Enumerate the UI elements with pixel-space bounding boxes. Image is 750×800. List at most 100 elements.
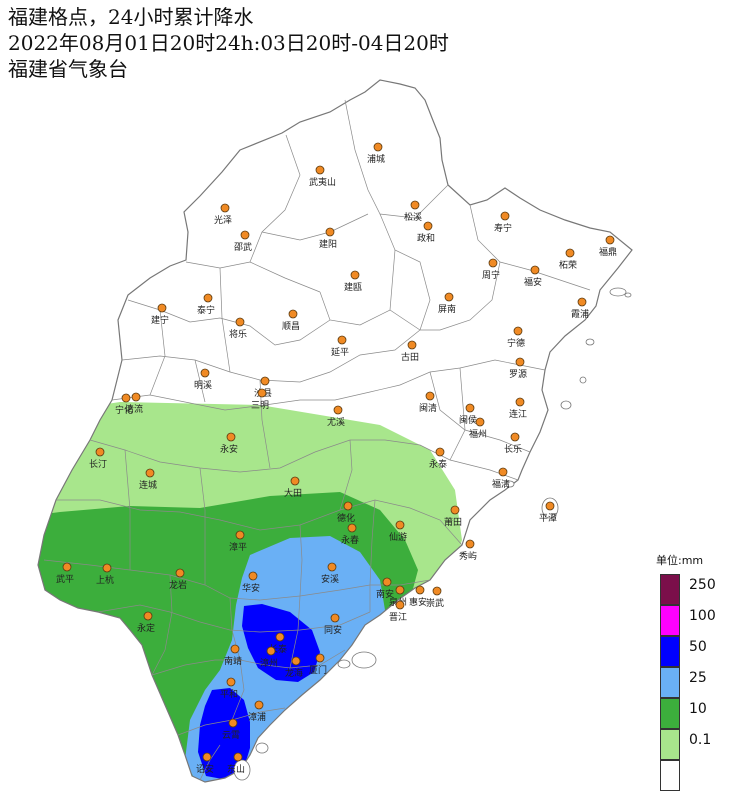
city-dot <box>220 203 230 213</box>
city-marker: 明溪 <box>194 368 212 391</box>
city-marker: 周宁 <box>482 258 500 281</box>
city-marker: 仙游 <box>389 520 407 543</box>
city-dot <box>143 611 153 621</box>
city-dot <box>288 309 298 319</box>
city-marker: 长乐 <box>504 432 522 455</box>
city-dot <box>226 677 236 687</box>
city-label: 大田 <box>284 487 302 499</box>
city-dot <box>121 393 131 403</box>
city-marker: 罗源 <box>509 357 527 380</box>
city-dot <box>395 520 405 530</box>
city-label: 柘荣 <box>559 259 577 271</box>
city-marker: 武夷山 <box>309 165 336 188</box>
city-label: 尤溪 <box>327 416 345 428</box>
city-dot <box>432 586 442 596</box>
city-label: 将乐 <box>229 328 247 340</box>
city-marker: 光泽 <box>214 203 232 226</box>
city-dot <box>200 368 210 378</box>
city-dot <box>530 265 540 275</box>
city-label: 清流 <box>125 403 143 415</box>
city-label: 平潭 <box>539 513 557 524</box>
city-label: 永定 <box>137 622 155 634</box>
city-dot <box>291 656 301 666</box>
city-label: 福鼎 <box>599 246 617 258</box>
city-dot <box>465 403 475 413</box>
legend: 单位:mm 250 100 50 25 10 0.1 <box>656 552 746 791</box>
city-dot <box>423 221 433 231</box>
city-dot <box>330 613 340 623</box>
legend-swatch <box>660 574 680 605</box>
city-marker: 崇武 <box>426 586 444 609</box>
city-label: 南安 <box>376 588 394 600</box>
city-label: 平和 <box>220 689 238 700</box>
city-marker: 建阳 <box>319 227 337 250</box>
city-label: 永春 <box>341 534 359 546</box>
city-label: 福清 <box>492 478 510 490</box>
city-dot <box>382 577 392 587</box>
city-label: 龙海 <box>285 667 303 679</box>
city-label: 光泽 <box>214 214 232 226</box>
city-marker: 福鼎 <box>599 235 617 258</box>
city-dot <box>327 562 337 572</box>
city-label: 同安 <box>324 624 342 636</box>
city-dot <box>203 293 213 303</box>
city-marker: 漳浦 <box>248 700 266 723</box>
city-marker: 三明 <box>251 388 269 411</box>
city-marker: 平潭 <box>539 501 557 524</box>
city-marker: 武平 <box>56 562 74 585</box>
city-marker: 安溪 <box>321 562 339 585</box>
legend-label: 0.1 <box>689 732 712 748</box>
city-label: 泰宁 <box>197 304 215 316</box>
city-dot <box>465 539 475 549</box>
city-marker: 宁德 <box>507 326 525 349</box>
city-marker: 南安 <box>376 577 394 600</box>
city-label: 顺昌 <box>282 321 300 332</box>
city-marker: 永泰 <box>429 447 447 470</box>
city-marker: 霞浦 <box>571 297 589 320</box>
city-label: 云霄 <box>222 730 240 741</box>
city-label: 永安 <box>220 443 238 455</box>
city-marker: 泰宁 <box>197 293 215 316</box>
city-label: 明溪 <box>194 379 212 391</box>
city-dot <box>131 392 141 402</box>
legend-swatch <box>660 605 680 636</box>
city-marker: 龙海 <box>285 656 303 679</box>
city-label: 华安 <box>242 582 260 594</box>
city-label: 诏安 <box>196 763 214 775</box>
city-label: 周宁 <box>482 269 500 281</box>
coastal-islands <box>233 287 632 781</box>
legend-label: 25 <box>689 670 707 686</box>
city-dot <box>565 248 575 258</box>
city-dot <box>510 432 520 442</box>
city-dot <box>435 447 445 457</box>
city-dot <box>347 523 357 533</box>
map-title: 福建格点，24小时累计降水 <box>8 5 254 29</box>
city-marker: 尤溪 <box>327 405 345 428</box>
city-dot <box>577 297 587 307</box>
city-dot <box>513 326 523 336</box>
city-label: 东山 <box>227 763 245 775</box>
city-label: 邵武 <box>234 241 252 253</box>
legend-swatch <box>660 667 680 698</box>
city-label: 惠安 <box>409 596 427 608</box>
city-dot <box>235 317 245 327</box>
legend-swatch <box>660 636 680 667</box>
city-marker: 屏南 <box>438 292 456 315</box>
city-dot <box>315 165 325 175</box>
city-dot <box>275 632 285 642</box>
city-label: 长乐 <box>504 443 522 455</box>
city-marker: 宁化 <box>115 393 133 416</box>
city-marker: 晋江 <box>389 600 407 623</box>
city-marker: 长汀 <box>89 447 107 470</box>
city-marker: 同安 <box>324 613 342 636</box>
city-dot <box>515 397 525 407</box>
city-label: 莆田 <box>444 516 462 528</box>
city-dot <box>202 752 212 762</box>
city-label: 建阳 <box>319 238 337 250</box>
city-label: 宁德 <box>507 337 525 349</box>
city-dot <box>337 335 347 345</box>
city-marker: 顺昌 <box>282 309 300 332</box>
city-label: 秀屿 <box>459 550 477 562</box>
city-label: 松溪 <box>404 211 422 223</box>
